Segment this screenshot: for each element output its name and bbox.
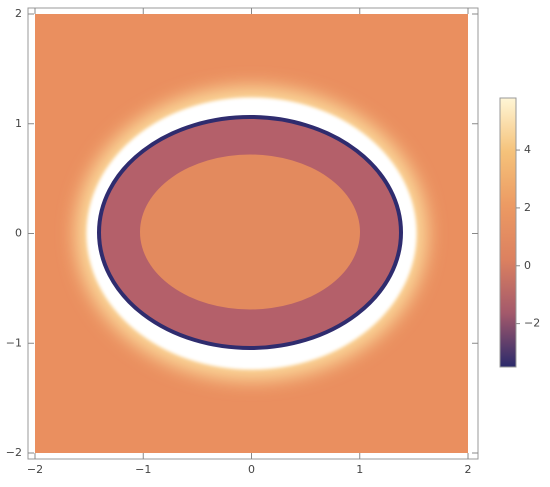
y-tick-label: −2 [6, 446, 22, 459]
inner-core [140, 154, 360, 310]
density-field [35, 14, 468, 453]
y-tick-label: 0 [15, 227, 22, 240]
colorbar [499, 97, 517, 368]
colorbar-tick-label: 4 [524, 143, 531, 156]
x-tick-label: 2 [465, 463, 472, 476]
x-tick-label: −1 [135, 463, 151, 476]
y-tick-label: 2 [15, 7, 22, 20]
x-tick-label: −2 [27, 463, 43, 476]
colorbar-tick-label: −2 [524, 317, 540, 330]
colorbar-tick-label: 0 [524, 259, 531, 272]
x-tick-label: 0 [248, 463, 255, 476]
colorbar-tick-label: 2 [524, 201, 531, 214]
y-tick-label: 1 [15, 117, 22, 130]
x-tick-label: 1 [356, 463, 363, 476]
y-tick-label: −1 [6, 336, 22, 349]
